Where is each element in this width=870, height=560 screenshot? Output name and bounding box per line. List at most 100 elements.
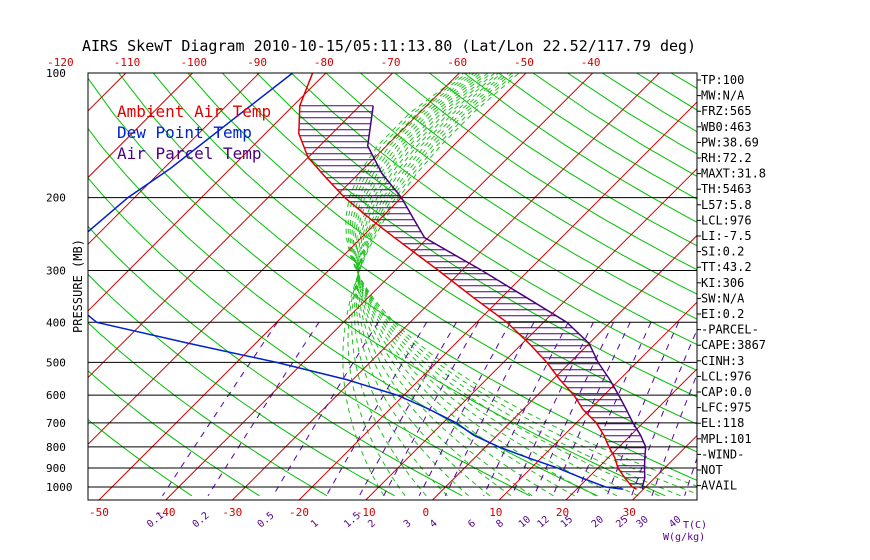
isotherm-line (232, 73, 660, 500)
index-entry: KI:306 (701, 276, 744, 290)
index-entry: LCL:976 (701, 369, 752, 383)
top-temperature-label: -40 (581, 56, 601, 69)
moist-adiabat (352, 73, 639, 497)
top-temperature-label: -110 (114, 56, 141, 69)
dry-adiabat (88, 77, 666, 497)
dry-adiabat (256, 73, 697, 371)
pressure-tick-label: 600 (46, 389, 66, 402)
moist-adiabat (351, 73, 513, 497)
index-entry: MW:N/A (701, 89, 745, 103)
dry-adiabat (809, 73, 870, 496)
index-entry: MPL:101 (701, 432, 752, 446)
dry-adiabat (498, 73, 697, 200)
dry-adiabat (394, 73, 697, 271)
index-entry: NOT (701, 463, 723, 477)
isotherm-line (833, 73, 870, 500)
isotherm-line (432, 234, 697, 500)
moist-adiabat (342, 73, 520, 497)
moist-adiabat (356, 73, 575, 497)
top-temperature-label: -120 (47, 56, 74, 69)
index-entry: CAPE:3867 (701, 338, 766, 352)
bottom-temperature-label: 10 (489, 506, 502, 519)
isotherm-line (88, 73, 260, 245)
mixing-ratio-label: 1 (309, 518, 321, 530)
top-temperature-label: -50 (514, 56, 534, 69)
mixing-ratio-label: 20 (590, 514, 606, 530)
moist-adiabat (355, 73, 506, 497)
bottom-temperature-label: -40 (156, 506, 176, 519)
moist-adiabat (353, 73, 510, 497)
dry-adiabat (88, 321, 328, 497)
isotherm-line (88, 73, 327, 312)
pressure-tick-label: 1000 (46, 481, 73, 494)
x-axis-label: T(C) (683, 520, 707, 531)
mixing-ratio-label: 12 (535, 514, 551, 530)
pressure-tick-label: 800 (46, 441, 66, 454)
index-entry: CAP:0.0 (701, 385, 752, 399)
index-entry: FRZ:565 (701, 104, 752, 118)
index-entry: EI:0.2 (701, 307, 744, 321)
plot-frame (87, 72, 698, 501)
mixing-ratio-line (511, 322, 594, 496)
mixing-ratio-line (272, 322, 379, 497)
mixing-ratio-label: 40 (667, 514, 683, 530)
bottom-temperature-label: -20 (289, 506, 309, 519)
bottom-temperature-label: -10 (356, 506, 376, 519)
mixing-ratio-line (358, 322, 457, 497)
mixing-ratio-label: 2 (366, 518, 378, 530)
index-entry: TH:5463 (701, 182, 752, 196)
mixing-ratio-label: 3 (402, 518, 414, 530)
mixing-ratio-line (162, 322, 278, 497)
y-axis-label: PRESSURE (MB) (71, 239, 85, 333)
dry-adiabat (187, 73, 697, 425)
bottom-temperature-label: 20 (556, 506, 569, 519)
isotherm-line (365, 168, 697, 500)
top-temperature-label: -90 (247, 56, 267, 69)
index-entry: LCL:976 (701, 213, 752, 227)
index-entry: RH:72.2 (701, 151, 752, 165)
moist-adiabat (357, 73, 554, 497)
moist-adiabat (357, 73, 512, 497)
mixing-ratio-label: 30 (635, 514, 651, 530)
pressure-tick-label: 500 (46, 356, 66, 369)
index-entry: L57:5.8 (701, 198, 752, 212)
mixing-ratio-line (631, 328, 697, 496)
pressure-tick-label: 300 (46, 265, 66, 278)
bottom-temperature-labels: -50 -40 -30 -20 -10 0 10 20 30 (89, 506, 636, 519)
dry-adiabat (152, 73, 697, 453)
isotherm-line (0, 73, 59, 500)
dry-adiabat (221, 73, 697, 398)
mixing-ratio-label: 8 (494, 518, 506, 530)
mixing-ratio-line (325, 322, 428, 497)
mixing-ratio-label: 0.5 (256, 510, 277, 530)
dew-point-line (88, 73, 624, 491)
index-entry: AVAIL (701, 479, 737, 493)
pressure-tick-label: 400 (46, 316, 66, 329)
index-entry: EL:118 (701, 416, 744, 430)
index-entry: SI:0.2 (701, 245, 744, 259)
isotherm-line (88, 73, 193, 179)
isotherms (0, 73, 870, 500)
moist-adiabat (356, 73, 503, 497)
dry-adiabat (740, 73, 870, 496)
legend-entry: Air Parcel Temp (117, 144, 262, 163)
pressure-tick-label: 700 (46, 417, 66, 430)
top-temperature-label: -100 (181, 56, 208, 69)
dry-adiabat (88, 273, 395, 497)
dry-adiabat (360, 73, 697, 295)
moist-adiabat (349, 73, 681, 497)
bottom-temperature-label: 0 (423, 506, 430, 519)
index-entry: TT:43.2 (701, 260, 752, 274)
top-temperature-labels: -120 -110 -100 -90 -80 -70 -60 -50 -40 (47, 56, 600, 69)
bottom-temperature-label: 30 (623, 506, 636, 519)
mixing-ratio-label: 0.2 (191, 510, 212, 530)
pressure-tick-label: 100 (46, 67, 66, 80)
mixing-ratio-label: 4 (428, 518, 440, 530)
isotherm-line (165, 73, 594, 500)
index-entry: WB0:463 (701, 120, 752, 134)
isobars (88, 72, 697, 488)
dry-adiabat (775, 73, 870, 496)
moist-adiabat (355, 73, 597, 497)
